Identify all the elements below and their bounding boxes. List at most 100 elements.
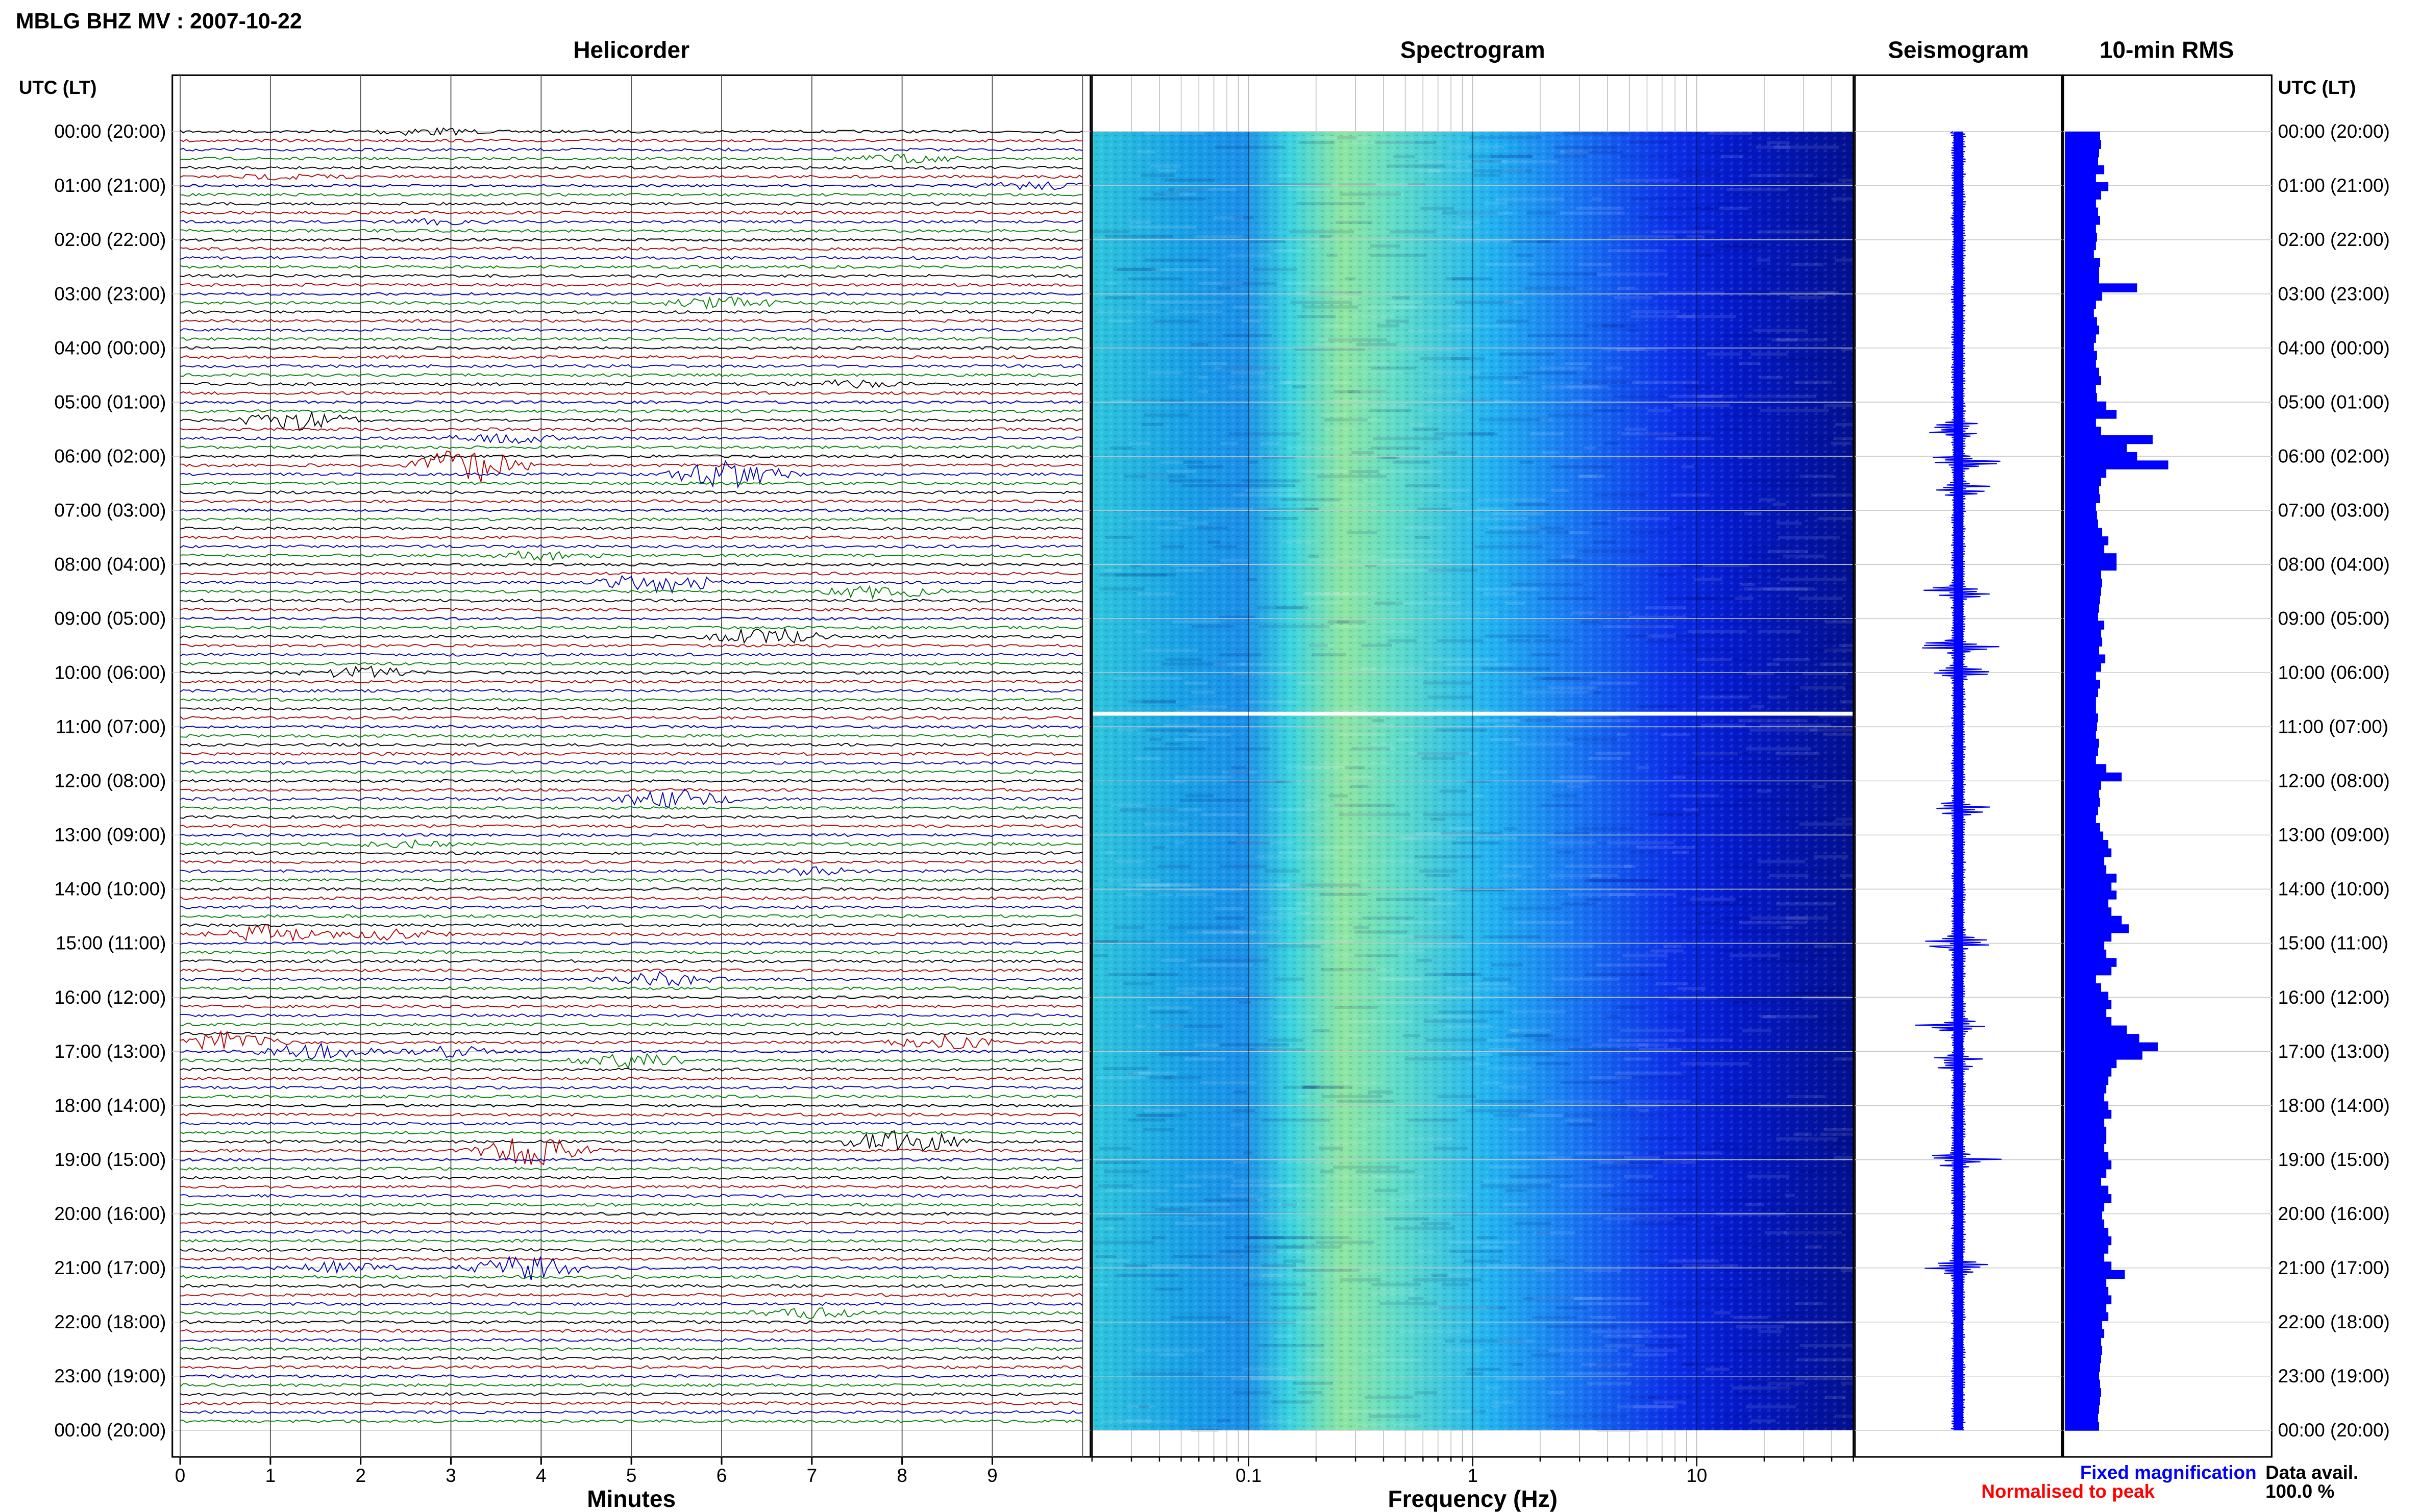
spectrogram-streak: [1509, 1128, 1526, 1131]
spectrogram-streak: [1421, 1222, 1450, 1225]
spectrogram-streak: [1430, 371, 1480, 375]
spectrogram-streak: [1197, 958, 1269, 962]
spectrogram-streak: [1374, 1189, 1398, 1193]
spectrogram-streak: [1486, 1386, 1502, 1390]
spectrogram-streak: [1257, 606, 1303, 610]
helicorder-trace: [180, 986, 1083, 990]
spectrogram-streak: [1633, 1222, 1687, 1225]
helicorder-trace: [180, 210, 1083, 215]
rms-bar: [2065, 848, 2112, 857]
helicorder-trace: [180, 490, 1083, 494]
spectrogram-streak: [1392, 296, 1410, 300]
spectrogram-streak: [1302, 1085, 1317, 1089]
spectrogram-streak: [1528, 272, 1597, 276]
spectrogram-streak: [1469, 376, 1518, 379]
spectrogram-streak: [1751, 545, 1792, 549]
spectrogram-streak: [1552, 780, 1590, 783]
time-label-right: 05:00 (01:00): [2278, 391, 2390, 412]
spectrogram-streak: [1615, 1071, 1682, 1075]
spectrogram-streak: [1280, 380, 1291, 384]
spectrogram-streak: [1616, 1005, 1646, 1009]
spectrogram-streak: [1318, 338, 1352, 342]
spectrogram-streak: [1176, 987, 1245, 990]
spectrogram-streak: [1093, 954, 1108, 957]
spectrogram-streak: [1387, 935, 1451, 938]
utc-left-header: UTC (LT): [19, 77, 97, 98]
spectrogram-streak: [1744, 578, 1758, 581]
spectrogram-streak: [1360, 667, 1425, 671]
spectrogram-streak: [1369, 1415, 1422, 1418]
helicorder-trace: [180, 770, 1083, 774]
spectrogram-streak: [1421, 488, 1470, 492]
spectrogram-streak: [1734, 785, 1806, 788]
spectrogram-streak: [1099, 1147, 1131, 1150]
rms-bar: [2065, 460, 2168, 469]
spectrogram-streak: [1646, 639, 1695, 642]
spectrogram-streak: [1632, 625, 1658, 629]
spectrogram-streak: [1783, 554, 1825, 558]
helicorder-trace: [180, 1374, 1083, 1378]
spectrogram-streak: [1698, 1147, 1756, 1150]
spectrogram-streak: [1469, 982, 1509, 985]
time-label-left: 00:00 (20:00): [54, 121, 166, 142]
spectrogram-streak: [1337, 1100, 1395, 1103]
rms-bar: [2065, 1008, 2107, 1018]
helicorder-trace: [180, 1130, 1083, 1135]
rms-bar: [2065, 241, 2096, 251]
spectrogram-streak: [1144, 1109, 1180, 1112]
spectrogram-streak: [1716, 949, 1738, 953]
spectrogram-streak: [1631, 310, 1680, 313]
spectrogram-streak: [1840, 700, 1854, 704]
spectrogram-streak: [1503, 380, 1521, 384]
spectrogram-streak: [1298, 1391, 1323, 1395]
spectrogram-streak: [1688, 630, 1747, 633]
spectrogram-streak: [1608, 249, 1665, 253]
spectrogram-streak: [1353, 926, 1369, 929]
spectrogram-streak: [1130, 226, 1197, 229]
helicorder-trace: [180, 959, 1083, 963]
spectrogram-streak: [1309, 291, 1362, 295]
spectrogram-streak: [1445, 1339, 1455, 1343]
spectrogram-streak: [1756, 1207, 1817, 1211]
helicorder-trace: [180, 851, 1083, 855]
rms-bar: [2065, 190, 2102, 200]
spectrogram-streak: [1373, 1358, 1421, 1361]
spectrogram-streak: [1274, 977, 1304, 981]
helicorder-trace: [180, 1138, 1083, 1166]
spectrogram-streak: [1632, 197, 1692, 201]
spectrogram-streak: [1253, 507, 1319, 511]
spectrogram-streak: [1663, 1160, 1697, 1164]
spectrogram-streak: [1533, 639, 1574, 642]
spectrogram-streak: [1698, 696, 1749, 699]
rms-bar: [2065, 308, 2094, 318]
spectrogram-streak: [1717, 864, 1789, 868]
helicorder-trace: [180, 752, 1083, 756]
rms-bar: [2065, 393, 2097, 402]
helicorder-trace: [180, 544, 1083, 549]
spectrogram-streak: [1437, 1095, 1476, 1098]
spectrogram-streak: [1616, 1113, 1670, 1117]
spectrogram-streak: [1669, 634, 1731, 638]
spectrogram-streak: [1312, 136, 1371, 140]
spectrogram-streak: [1154, 1024, 1184, 1028]
helicorder-trace: [180, 433, 1083, 444]
spectrogram-streak: [1130, 517, 1188, 520]
spectrogram-streak: [1121, 883, 1170, 887]
spectrogram-streak: [1656, 982, 1688, 985]
spectrogram-streak: [1597, 272, 1668, 276]
helicorder-trace: [180, 499, 1083, 504]
spectrogram-streak: [1776, 1278, 1807, 1282]
spectrogram-streak: [1786, 916, 1829, 920]
spectrogram-streak: [1834, 1156, 1854, 1159]
spectrogram-streak: [1144, 258, 1209, 262]
spectrogram-streak: [1639, 1250, 1659, 1253]
spectrogram-streak: [1354, 705, 1364, 708]
helicorder-trace: [180, 661, 1083, 666]
spectrogram-streak: [1429, 996, 1483, 1000]
spectrogram-streak: [1585, 973, 1646, 976]
spectrogram-streak: [1104, 1170, 1150, 1174]
spectrogram-streak: [1828, 1147, 1840, 1150]
spectrogram-streak: [1262, 1273, 1311, 1277]
spectrogram-streak: [1787, 1095, 1825, 1098]
time-label-right: 14:00 (10:00): [2278, 879, 2390, 900]
